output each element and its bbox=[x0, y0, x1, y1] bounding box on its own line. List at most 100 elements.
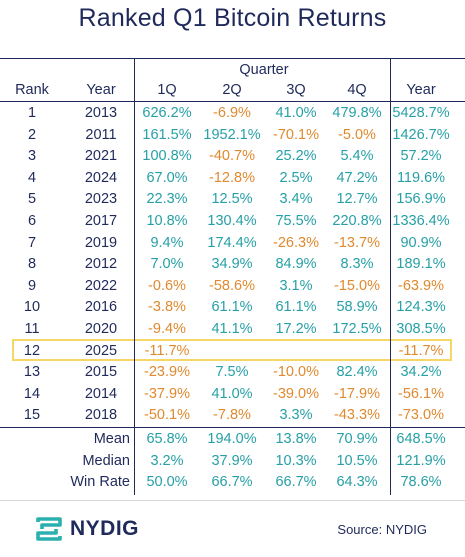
return-cell: 100.8% bbox=[142, 148, 192, 165]
return-cell: -9.4% bbox=[148, 321, 186, 337]
rank-cell: 13 bbox=[23, 364, 41, 381]
return-cell: -15.0% bbox=[334, 277, 380, 294]
return-cell: 41.0% bbox=[211, 385, 253, 402]
year-cell: 2014 bbox=[84, 385, 118, 402]
return-cell: -13.7% bbox=[334, 234, 380, 251]
return-cell: 5.4% bbox=[340, 148, 374, 165]
quarter-group-header: Quarter bbox=[239, 62, 289, 78]
return-cell: -39.0% bbox=[273, 385, 319, 402]
return-cell: 5428.7% bbox=[392, 105, 450, 121]
return-cell: 67.0% bbox=[146, 169, 188, 186]
return-cell: -5.0% bbox=[338, 126, 376, 143]
column-divider bbox=[390, 58, 391, 495]
year-cell: 2024 bbox=[84, 169, 118, 186]
summary-value: 10.3% bbox=[275, 452, 317, 469]
year-cell: 2025 bbox=[84, 342, 118, 359]
rank-cell: 12 bbox=[23, 342, 41, 359]
summary-value: 70.9% bbox=[336, 431, 378, 447]
return-cell: -0.6% bbox=[148, 277, 186, 294]
return-cell: -3.8% bbox=[148, 299, 186, 316]
return-cell: -11.7% bbox=[144, 342, 190, 359]
return-cell: -70.1% bbox=[273, 126, 319, 143]
column-header-rank: Rank bbox=[15, 82, 49, 98]
year-cell: 2019 bbox=[84, 234, 118, 251]
summary-value: 648.5% bbox=[396, 431, 446, 447]
return-cell: 1952.1% bbox=[203, 126, 261, 143]
return-cell: 119.6% bbox=[396, 169, 446, 186]
return-cell: 626.2% bbox=[142, 105, 192, 121]
return-cell: -63.9% bbox=[398, 277, 444, 294]
column-header-year_total: Year bbox=[406, 82, 436, 98]
return-cell: 41.0% bbox=[275, 105, 317, 121]
return-cell: 3.4% bbox=[279, 191, 313, 208]
return-cell: 1336.4% bbox=[392, 213, 450, 229]
return-cell: 34.9% bbox=[211, 256, 253, 273]
return-cell: 61.1% bbox=[211, 299, 253, 316]
return-cell: -40.7% bbox=[209, 148, 255, 165]
column-header-q4: 4Q bbox=[347, 82, 367, 98]
return-cell: 220.8% bbox=[332, 213, 382, 229]
rank-cell: 1 bbox=[27, 105, 37, 121]
rank-cell: 5 bbox=[27, 191, 37, 208]
return-cell: 172.5% bbox=[332, 321, 382, 337]
summary-value: 121.9% bbox=[396, 452, 446, 469]
return-cell: 10.8% bbox=[146, 213, 188, 229]
return-cell: 3.1% bbox=[279, 277, 313, 294]
rank-cell: 7 bbox=[27, 234, 37, 251]
year-cell: 2011 bbox=[85, 126, 117, 143]
year-cell: 2012 bbox=[84, 256, 118, 273]
return-cell: 17.2% bbox=[275, 321, 317, 337]
return-cell: 189.1% bbox=[396, 256, 446, 273]
return-cell: 161.5% bbox=[142, 126, 192, 143]
return-cell: 130.4% bbox=[207, 213, 257, 229]
year-cell: 2023 bbox=[84, 191, 118, 208]
year-cell: 2021 bbox=[84, 148, 118, 165]
return-cell: 1426.7% bbox=[392, 126, 450, 143]
return-cell: -73.0% bbox=[398, 407, 444, 424]
rank-cell: 14 bbox=[23, 385, 41, 402]
return-cell: 12.7% bbox=[336, 191, 378, 208]
return-cell: 2.5% bbox=[279, 169, 313, 186]
summary-value: 13.8% bbox=[275, 431, 317, 447]
nydig-logo: NYDIG bbox=[34, 514, 139, 544]
return-cell: 25.2% bbox=[275, 148, 317, 165]
summary-value: 50.0% bbox=[146, 474, 188, 491]
return-cell: -23.9% bbox=[144, 364, 190, 381]
rank-cell: 2 bbox=[27, 126, 37, 143]
return-cell: 58.9% bbox=[336, 299, 378, 316]
year-cell: 2013 bbox=[84, 105, 118, 121]
return-cell: 308.5% bbox=[396, 321, 446, 337]
year-cell: 2022 bbox=[84, 277, 118, 294]
return-cell: 479.8% bbox=[332, 105, 382, 121]
return-cell: 34.2% bbox=[400, 364, 442, 381]
return-cell: -11.7% bbox=[398, 342, 444, 359]
return-cell: 61.1% bbox=[275, 299, 317, 316]
return-cell: -12.8% bbox=[209, 169, 255, 186]
return-cell: -26.3% bbox=[273, 234, 319, 251]
return-cell: -6.9% bbox=[213, 105, 251, 121]
rank-cell: 4 bbox=[27, 169, 37, 186]
chart-title: Ranked Q1 Bitcoin Returns bbox=[78, 4, 387, 32]
year-cell: 2017 bbox=[84, 213, 118, 229]
rank-cell: 15 bbox=[23, 407, 41, 424]
logo-text: NYDIG bbox=[70, 517, 140, 540]
summary-value: 65.8% bbox=[146, 431, 188, 447]
return-cell: -7.8% bbox=[213, 407, 251, 424]
summary-value: 64.3% bbox=[336, 474, 378, 491]
return-cell: 41.1% bbox=[211, 321, 253, 337]
summary-value: 37.9% bbox=[211, 452, 253, 469]
rank-cell: 3 bbox=[27, 148, 37, 165]
highlight-row-box bbox=[12, 338, 452, 361]
return-cell: 174.4% bbox=[207, 234, 257, 251]
return-cell: 9.4% bbox=[150, 234, 184, 251]
return-cell: 47.2% bbox=[336, 169, 378, 186]
return-cell: 82.4% bbox=[336, 364, 378, 381]
summary-value: 66.7% bbox=[275, 474, 317, 491]
return-cell: 12.5% bbox=[211, 191, 253, 208]
rank-cell: 8 bbox=[27, 256, 37, 273]
return-cell: 84.9% bbox=[275, 256, 317, 273]
return-cell: -37.9% bbox=[144, 385, 190, 402]
return-cell: 124.3% bbox=[396, 299, 446, 316]
return-cell: 75.5% bbox=[275, 213, 317, 229]
summary-label: Mean bbox=[93, 431, 130, 447]
